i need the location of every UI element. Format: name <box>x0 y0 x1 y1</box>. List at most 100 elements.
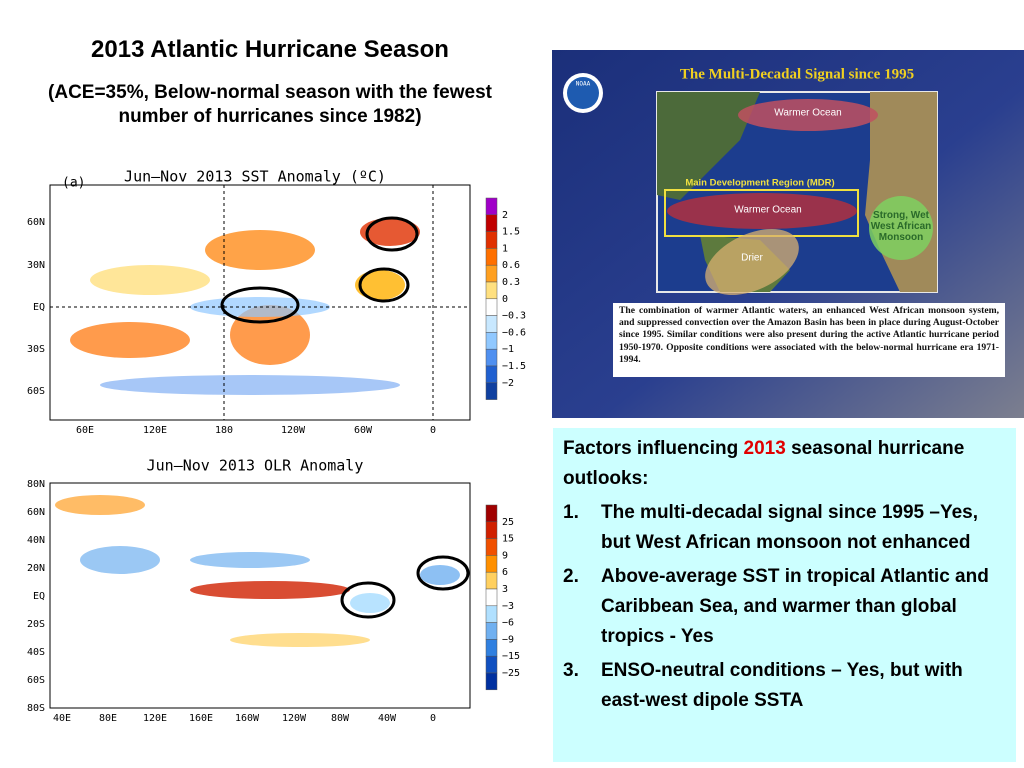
colorbar-cell <box>485 348 498 367</box>
legend-label: 0 <box>502 294 508 305</box>
ellipse <box>667 193 857 229</box>
colorbar-cell <box>485 655 498 674</box>
anomaly <box>230 633 370 647</box>
x-axis-label: 0 <box>430 425 436 436</box>
x-axis-label: 80E <box>99 713 117 724</box>
ellipse <box>705 228 799 296</box>
map-label: (a) <box>62 176 85 191</box>
logo <box>567 77 599 109</box>
ellipse <box>869 196 933 260</box>
olr-colorbar: 25 15 9 6 3 −3 −6 −9 −15 −25 <box>485 504 520 691</box>
x-axis-label: 80W <box>331 713 350 724</box>
x-axis-label: 180 <box>215 425 233 436</box>
map-label: Warmer Ocean <box>774 108 841 119</box>
colorbar-cell <box>485 504 498 523</box>
legend-label: −3 <box>502 601 514 612</box>
legend-label: −0.3 <box>502 311 526 322</box>
legend-label: −6 <box>502 618 514 629</box>
colorbar-cell <box>485 672 498 691</box>
x-axis-label: 120W <box>281 425 306 436</box>
anomaly <box>55 495 145 515</box>
legend-label: 15 <box>502 534 514 545</box>
anomaly <box>420 565 460 585</box>
land <box>657 92 760 200</box>
item-text: The multi-decadal signal since 1995 –Yes… <box>601 502 979 553</box>
legend-label: 6 <box>502 567 508 578</box>
anomaly <box>90 265 210 295</box>
y-axis-label: 60S <box>27 675 45 686</box>
logo-text: NOAA <box>576 81 591 88</box>
colorbar-cell <box>485 197 498 216</box>
y-axis-label: 20S <box>27 619 45 630</box>
x-axis-label: 60E <box>76 425 94 436</box>
colorbar-cell <box>485 298 498 316</box>
item-text: ENSO-neutral conditions – Yes, but with … <box>601 660 963 711</box>
colorbar-cell <box>485 214 498 232</box>
y-axis-label: 30N <box>27 260 45 271</box>
y-axis-label: 20N <box>27 563 45 574</box>
factor-list: 1. The multi-decadal signal since 1995 –Y… <box>563 498 1006 716</box>
legend-label: 9 <box>502 550 508 561</box>
anomaly <box>70 322 190 358</box>
factor-item: 2. Above-average SST in tropical Atlantic… <box>563 562 1006 652</box>
legend-label: 0.3 <box>502 277 520 288</box>
colorbar-cell <box>485 281 498 300</box>
colorbar-cell <box>485 332 498 350</box>
x-axis-label: 120W <box>282 713 307 724</box>
y-axis-label: EQ <box>33 302 45 313</box>
figure-title: The Multi-Decadal Signal since 1995 <box>680 66 914 82</box>
heading-text: seasonal hurricane outlooks: <box>563 438 965 489</box>
item-text: Above-average SST in tropical Atlantic a… <box>601 566 989 647</box>
factors-heading: Factors influencing 2013 seasonal hurric… <box>563 434 1006 494</box>
colorbar-cell <box>485 555 498 573</box>
anomaly <box>355 270 405 300</box>
anomaly <box>350 593 390 613</box>
circle <box>365 216 419 252</box>
legend-label: 25 <box>502 517 514 528</box>
circle <box>416 555 470 591</box>
x-axis-label: 40E <box>53 713 71 724</box>
colorbar-cell <box>485 521 498 539</box>
anomaly <box>190 581 350 599</box>
legend-label: −0.6 <box>502 327 526 338</box>
map-title: Jun–Nov 2013 OLR Anomaly <box>147 457 364 475</box>
x-axis-label: 120E <box>143 425 167 436</box>
x-axis-label: 160E <box>189 713 213 724</box>
colorbar-cell <box>485 315 498 333</box>
legend-label: 0.6 <box>502 260 520 271</box>
colorbar-cell <box>485 538 498 556</box>
legend-label: −1 <box>502 344 514 355</box>
sst-colorbar: 2 1.5 1 0.6 0.3 0 −0.3 −0.6 −1 −1.5 −2 <box>485 197 526 400</box>
heading-text: Factors influencing <box>563 438 744 459</box>
x-axis-label: 0 <box>430 713 436 724</box>
x-axis-label: 40W <box>378 713 397 724</box>
item-number: 2. <box>563 566 579 587</box>
y-axis-label: 40S <box>27 647 45 658</box>
map-label: Drier <box>741 253 763 264</box>
legend-label: −1.5 <box>502 361 526 372</box>
anomaly <box>100 375 400 395</box>
y-axis-label: 30S <box>27 344 45 355</box>
y-axis-label: 40N <box>27 535 45 546</box>
legend-label: −25 <box>502 668 520 679</box>
item-number: 3. <box>563 660 579 681</box>
circle <box>340 581 396 619</box>
colorbar-cell <box>485 264 498 283</box>
legend-label: 1.5 <box>502 227 520 238</box>
colorbar-cell <box>485 365 498 384</box>
colorbar-cell <box>485 571 498 590</box>
ellipse <box>738 99 878 131</box>
subtitle: (ACE=35%, Below-normal season with the f… <box>48 82 492 127</box>
x-axis-label: 160W <box>235 713 260 724</box>
legend-label: 3 <box>502 584 508 595</box>
circle <box>358 267 410 303</box>
anomaly <box>80 546 160 574</box>
anomaly <box>205 230 315 270</box>
anomaly <box>190 552 310 568</box>
factor-item: 1. The multi-decadal signal since 1995 –Y… <box>563 498 1006 558</box>
colorbar-cell <box>485 382 498 400</box>
circle <box>220 286 300 324</box>
sst-map <box>49 184 471 421</box>
legend-label: −9 <box>502 634 514 645</box>
